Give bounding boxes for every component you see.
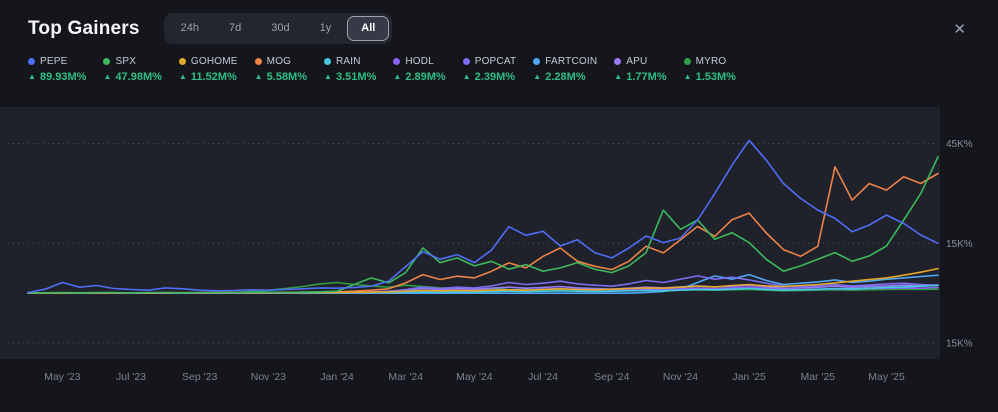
x-axis-label: Sep '23: [182, 371, 217, 383]
legend-item-fartcoin[interactable]: FARTCOIN ▲ 2.28M%: [533, 56, 597, 83]
x-axis-label: May '23: [44, 371, 81, 383]
series-color-dot-icon: [254, 58, 262, 65]
range-1y[interactable]: 1y: [306, 16, 346, 41]
series-name: APU: [626, 56, 648, 67]
page-title: Top Gainers: [28, 17, 140, 39]
series-color-dot-icon: [393, 58, 401, 65]
x-axis-label: Jan '24: [320, 371, 354, 383]
series-name: SPX: [115, 56, 137, 67]
up-arrow-icon: ▲: [683, 72, 692, 81]
legend-item-myro[interactable]: MYRO ▲ 1.53M%: [683, 56, 736, 83]
series-change: ▲ 1.77M%: [614, 71, 667, 83]
series-change: ▲ 11.52M%: [178, 71, 237, 83]
x-axis-label: Mar '24: [388, 371, 423, 383]
legend-item-mog[interactable]: MOG ▲ 5.58M%: [254, 56, 308, 83]
legend-item-apu[interactable]: APU ▲ 1.77M%: [614, 56, 667, 83]
series-change: ▲ 1.53M%: [683, 71, 736, 83]
chart-area: 45K% 15K% 15K% May '23 Jul '23 Sep '23 Nov '23…: [0, 107, 998, 391]
series-name: RAIN: [336, 56, 361, 67]
up-arrow-icon: ▲: [614, 72, 623, 81]
chart-svg: 45K% 15K% 15K% May '23 Jul '23 Sep '23 Nov '23…: [0, 107, 973, 383]
up-arrow-icon: ▲: [462, 72, 471, 81]
x-axis-label: May '24: [456, 371, 493, 383]
series-name: MOG: [266, 56, 292, 67]
series-line-spx: [27, 156, 939, 294]
header: Top Gainers 24h 7d 30d 1y All ✕: [0, 0, 998, 44]
x-axis-label: Nov '23: [251, 371, 286, 383]
range-24h[interactable]: 24h: [167, 16, 213, 41]
series-line-pepe: [27, 139, 939, 294]
series-change: ▲ 5.58M%: [254, 71, 308, 83]
range-7d[interactable]: 7d: [215, 16, 255, 41]
range-selector: 24h 7d 30d 1y All: [163, 13, 393, 44]
series-change: ▲ 3.51M%: [324, 71, 377, 83]
series-color-dot-icon: [683, 58, 691, 65]
close-icon[interactable]: ✕: [947, 18, 972, 40]
series-color-dot-icon: [533, 58, 541, 65]
y-axis-label-1: 15K%: [946, 239, 973, 250]
series-change: ▲ 2.39M%: [462, 71, 516, 83]
x-axis-label: Nov '24: [663, 371, 698, 383]
plot-background: [0, 107, 940, 359]
legend-item-pepe[interactable]: PEPE ▲ 89.93M%: [28, 56, 86, 83]
series-name: HODL: [405, 56, 434, 67]
series-change: ▲ 2.28M%: [533, 71, 586, 83]
series-color-dot-icon: [28, 58, 35, 65]
legend-item-spx[interactable]: SPX ▲ 47.98M%: [103, 56, 162, 83]
series-color-dot-icon: [462, 58, 470, 65]
series-color-dot-icon: [178, 58, 186, 65]
y-axis-label-2: 15K%: [946, 339, 973, 350]
series-name: MYRO: [695, 56, 727, 67]
up-arrow-icon: ▲: [28, 72, 36, 81]
x-axis-label: Jul '23: [116, 371, 146, 383]
legend: PEPE ▲ 89.93M% SPX ▲ 47.98M% GOHOME ▲ 11.52M%…: [0, 44, 998, 83]
x-axis-label: Jul '24: [528, 371, 558, 383]
x-axis-label: May '25: [868, 371, 905, 383]
range-30d[interactable]: 30d: [257, 16, 303, 41]
y-axis-label-0: 45K%: [946, 139, 973, 150]
up-arrow-icon: ▲: [178, 72, 187, 81]
legend-item-hodl[interactable]: HODL ▲ 2.89M%: [393, 56, 446, 83]
up-arrow-icon: ▲: [393, 72, 402, 81]
series-color-dot-icon: [614, 58, 622, 65]
x-axis-label: Mar '25: [800, 371, 835, 383]
x-axis-label: Sep '24: [594, 371, 629, 383]
up-arrow-icon: ▲: [324, 72, 332, 81]
series-name: GOHOME: [190, 56, 238, 67]
series-change: ▲ 89.93M%: [28, 71, 87, 83]
legend-item-gohome[interactable]: GOHOME ▲ 11.52M%: [178, 56, 238, 83]
series-name: POPCAT: [474, 56, 517, 67]
range-all[interactable]: All: [347, 16, 390, 41]
up-arrow-icon: ▲: [103, 72, 112, 81]
series-change: ▲ 47.98M%: [103, 71, 162, 83]
legend-item-popcat[interactable]: POPCAT ▲ 2.39M%: [462, 56, 517, 83]
series-change: ▲ 2.89M%: [393, 71, 446, 83]
series-name: PEPE: [40, 56, 68, 67]
x-axis-label: Jan '25: [732, 371, 766, 383]
up-arrow-icon: ▲: [254, 72, 263, 81]
legend-item-rain[interactable]: RAIN ▲ 3.51M%: [324, 56, 376, 83]
series-color-dot-icon: [103, 58, 111, 65]
series-color-dot-icon: [324, 58, 332, 65]
series-name: FARTCOIN: [545, 56, 598, 67]
up-arrow-icon: ▲: [533, 72, 542, 81]
